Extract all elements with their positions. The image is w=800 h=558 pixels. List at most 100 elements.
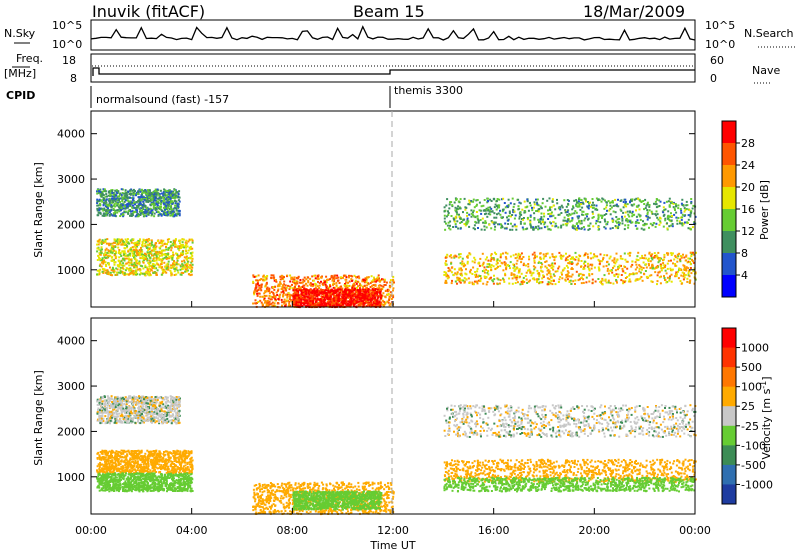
- data-cell: [351, 290, 353, 293]
- data-cell: [552, 268, 555, 271]
- data-cell: [479, 219, 482, 221]
- data-cell: [114, 198, 117, 201]
- data-cell: [378, 289, 381, 292]
- data-cell: [277, 289, 279, 292]
- data-cell: [159, 195, 162, 198]
- data-cell: [287, 299, 290, 302]
- data-cell: [364, 295, 367, 298]
- data-cell: [323, 296, 326, 298]
- data-cell: [147, 249, 150, 251]
- data-cell: [444, 271, 447, 274]
- data-cell: [167, 247, 170, 249]
- data-cell: [475, 211, 478, 213]
- data-cell: [677, 255, 680, 258]
- data-cell: [328, 298, 331, 300]
- data-cell: [587, 228, 590, 231]
- data-cell: [107, 191, 110, 194]
- data-cell: [304, 302, 307, 304]
- data-cell: [174, 204, 177, 207]
- data-cell: [687, 227, 690, 230]
- data-cell: [191, 239, 194, 242]
- data-cell: [450, 215, 453, 217]
- data-cell: [353, 282, 356, 285]
- data-cell: [485, 207, 488, 210]
- data-cell: [490, 264, 493, 267]
- data-cell: [104, 241, 107, 243]
- data-cell: [268, 294, 271, 297]
- data-cell: [115, 243, 118, 246]
- data-cell: [164, 212, 167, 215]
- data-cell: [123, 272, 126, 275]
- data-cell: [103, 207, 106, 210]
- data-cell: [548, 264, 551, 267]
- data-cell: [179, 273, 182, 276]
- data-cell: [150, 239, 153, 242]
- data-cell: [457, 205, 460, 208]
- data-cell: [134, 246, 137, 249]
- data-cell: [444, 228, 447, 231]
- data-cell: [311, 285, 314, 288]
- data-cell: [131, 201, 133, 204]
- data-cell: [176, 252, 179, 255]
- freq-label-2: [MHz]: [4, 67, 36, 80]
- data-cell: [637, 213, 640, 216]
- data-cell: [129, 189, 132, 192]
- data-cell: [571, 212, 574, 215]
- data-cell: [177, 271, 180, 274]
- data-cell: [283, 280, 286, 283]
- data-cell: [290, 299, 293, 302]
- data-cell: [560, 224, 563, 227]
- data-cell: [567, 209, 570, 212]
- data-cell: [655, 214, 658, 217]
- data-cell: [181, 241, 184, 244]
- data-cell: [593, 253, 596, 256]
- data-cell: [566, 213, 569, 216]
- data-cell: [122, 250, 125, 253]
- data-cell: [647, 216, 650, 219]
- data-cell: [300, 296, 303, 299]
- data-cell: [361, 295, 364, 297]
- data-cell: [490, 257, 493, 259]
- data-cell: [578, 197, 581, 200]
- data-cell: [587, 218, 589, 221]
- data-cell: [618, 217, 621, 220]
- data-cell: [101, 257, 104, 260]
- data-cell: [103, 259, 106, 262]
- data-cell: [586, 213, 589, 215]
- data-cell: [141, 244, 144, 247]
- data-cell: [276, 294, 279, 296]
- data-cell: [139, 269, 142, 272]
- data-cell: [655, 254, 658, 257]
- data-cell: [161, 253, 164, 256]
- data-cell: [655, 206, 658, 209]
- data-cell: [363, 281, 366, 284]
- data-cell: [139, 264, 142, 267]
- data-cell: [120, 264, 123, 267]
- data-cell: [351, 279, 353, 282]
- data-cell: [352, 293, 355, 296]
- data-cell: [150, 192, 153, 195]
- data-cell: [287, 292, 290, 295]
- data-cell: [487, 209, 490, 212]
- data-cell: [370, 304, 373, 306]
- data-cell: [319, 276, 322, 279]
- data-cell: [573, 227, 576, 230]
- data-cell: [670, 254, 673, 256]
- data-cell: [161, 266, 164, 269]
- data-cell: [342, 276, 344, 279]
- data-cell: [316, 277, 319, 280]
- data-cell: [579, 255, 582, 258]
- data-cell: [525, 278, 528, 281]
- data-cell: [454, 209, 457, 212]
- data-cell: [321, 275, 323, 278]
- data-cell: [337, 286, 340, 289]
- data-cell: [141, 240, 144, 243]
- data-cell: [522, 276, 525, 279]
- data-cell: [100, 243, 103, 245]
- data-cell: [105, 269, 108, 272]
- data-cell: [299, 298, 302, 300]
- data-cell: [270, 298, 273, 301]
- data-cell: [167, 248, 170, 251]
- data-cell: [178, 190, 181, 193]
- data-cell: [469, 253, 472, 256]
